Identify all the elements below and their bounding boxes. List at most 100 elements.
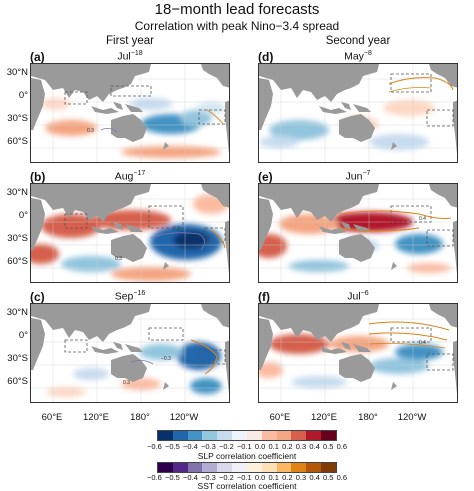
sst-colorbar (157, 462, 337, 473)
colorbar-swatch (232, 463, 247, 472)
panel-label-c: (c) (30, 290, 45, 304)
panel-month-f: Jul−6 (347, 290, 369, 303)
colorbar-swatch (276, 463, 292, 472)
slp-colorbar-title: SLP correlation coefficient (197, 451, 297, 461)
colorbar-tick-label: 0.4 (309, 442, 320, 451)
lon-label-60e: 60°E (269, 412, 291, 423)
colorbar-swatch (202, 463, 218, 472)
lat-label-30s: 30°S (7, 233, 28, 244)
sst-colorbar-title: SST correlation coefficient (197, 481, 297, 491)
map-panel-f: 0.4 (258, 303, 458, 403)
colorbar-swatch (306, 431, 322, 440)
svg-text:0.3: 0.3 (115, 256, 122, 262)
colorbar-swatch (232, 431, 247, 440)
colorbar-swatch (291, 463, 307, 472)
lat-label-60s: 60°S (7, 376, 28, 387)
map-panel-c: −0.3 0.3 (30, 303, 230, 403)
colorbar-tick-label: −0.6 (147, 442, 162, 451)
map-panel-e: 0.4 (258, 183, 458, 283)
colorbar-tick-label: 0.4 (309, 473, 320, 482)
svg-text:0.3: 0.3 (173, 226, 180, 232)
colorbar-swatch (246, 463, 262, 472)
colorbar-swatch (202, 431, 218, 440)
lat-label-30n: 30°N (6, 187, 28, 198)
colorbar-tick-label: 0.5 (322, 442, 334, 451)
colorbar-swatch (321, 431, 336, 440)
map-panel-d (258, 63, 458, 163)
panel-month-b: Aug−17 (114, 170, 146, 183)
lat-label-0: 0° (18, 330, 28, 341)
colorbar-tick-label: −0.3 (200, 473, 216, 482)
panel-month-c: Sep−16 (114, 290, 146, 303)
lat-label-60s: 60°S (7, 256, 28, 267)
panel-label-f: (f) (258, 290, 270, 304)
svg-text:0.3: 0.3 (87, 128, 94, 134)
panel-label-d: (d) (258, 50, 274, 64)
svg-text:−0.3: −0.3 (161, 356, 171, 362)
lat-label-30n: 30°N (6, 307, 28, 318)
panel-label-b: (b) (30, 170, 46, 184)
colorbar-tick-label: 0.3 (295, 473, 307, 482)
lon-label-120e: 120°E (83, 412, 109, 423)
colorbar-tick-label: −0.1 (236, 442, 252, 451)
svg-text:0.3: 0.3 (123, 380, 130, 386)
lon-label-180: 180° (130, 412, 150, 423)
figure-title: 18−month lead forecasts (154, 1, 320, 18)
svg-text:0.4: 0.4 (419, 216, 426, 222)
panel-month-d: May−8 (344, 50, 372, 63)
colorbar-swatch (276, 431, 292, 440)
panel-label-e: (e) (258, 170, 273, 184)
colorbar-swatch (261, 431, 277, 440)
sst-colorbar-ticks: −0.6 −0.5 −0.4 −0.3 −0.2 −0.1 0.0 0.1 0.2 0.3 0.4 0… (147, 473, 347, 482)
lat-label-0: 0° (18, 210, 28, 221)
colorbar-swatch (172, 463, 188, 472)
colorbar-swatch (187, 463, 203, 472)
colorbar-swatch (246, 431, 262, 440)
colorbar-swatch (261, 463, 277, 472)
colorbar-swatch (321, 463, 336, 472)
colorbar-tick-label: 0.6 (336, 442, 347, 451)
colorbar-swatch (306, 463, 322, 472)
lat-label-30s: 30°S (7, 113, 28, 124)
colorbar-swatch (217, 463, 233, 472)
map-panel-b: 0.3 0.3 (30, 183, 230, 283)
colorbar-swatch (158, 463, 173, 472)
colorbar-tick-label: −0.1 (236, 473, 252, 482)
colorbar-tick-label: 0.2 (282, 442, 293, 451)
lon-label-120e: 120°E (311, 412, 337, 423)
colorbar-swatch (291, 431, 307, 440)
colorbar-tick-label: −0.6 (147, 473, 162, 482)
lon-label-60e: 60°E (41, 412, 63, 423)
colorbar-tick-label: 0.2 (282, 473, 293, 482)
colorbar-tick-label: 0.0 (254, 442, 266, 451)
colorbar-swatch (158, 431, 173, 440)
colorbar-tick-label: −0.5 (164, 442, 180, 451)
colorbar-tick-label: 0.5 (322, 473, 334, 482)
lon-label-120w: 120°W (397, 412, 427, 423)
column-header-second-year: Second year (325, 35, 391, 47)
colorbar-tick-label: −0.5 (164, 473, 180, 482)
svg-text:0.4: 0.4 (419, 340, 426, 346)
colorbar-swatch (187, 431, 203, 440)
column-header-first-year: First year (106, 35, 154, 47)
colorbar-tick-label: −0.2 (218, 442, 234, 451)
lat-label-0: 0° (18, 90, 28, 101)
colorbar-tick-label: 0.1 (268, 473, 279, 482)
colorbar-swatch (217, 431, 233, 440)
lon-label-120w: 120°W (169, 412, 199, 423)
figure-subtitle: Correlation with peak Nino−3.4 spread (134, 19, 340, 33)
colorbar-tick-label: 0.0 (254, 473, 266, 482)
lat-label-60s: 60°S (7, 136, 28, 147)
colorbar-tick-label: −0.2 (218, 473, 234, 482)
colorbar-tick-label: −0.3 (200, 442, 216, 451)
colorbar-tick-label: 0.3 (295, 442, 307, 451)
panel-month-a: Jul−18 (117, 50, 143, 63)
slp-colorbar (157, 430, 337, 441)
panel-label-a: (a) (30, 50, 45, 64)
lat-label-30n: 30°N (6, 67, 28, 78)
panel-month-e: Jun−7 (345, 170, 371, 183)
colorbar-tick-label: 0.6 (336, 473, 347, 482)
colorbar-tick-label: −0.4 (182, 442, 198, 451)
slp-colorbar-ticks: −0.6 −0.5 −0.4 −0.3 −0.2 −0.1 0.0 0.1 0.2 0.3 0.4 0… (147, 442, 347, 451)
colorbar-tick-label: 0.1 (268, 442, 279, 451)
